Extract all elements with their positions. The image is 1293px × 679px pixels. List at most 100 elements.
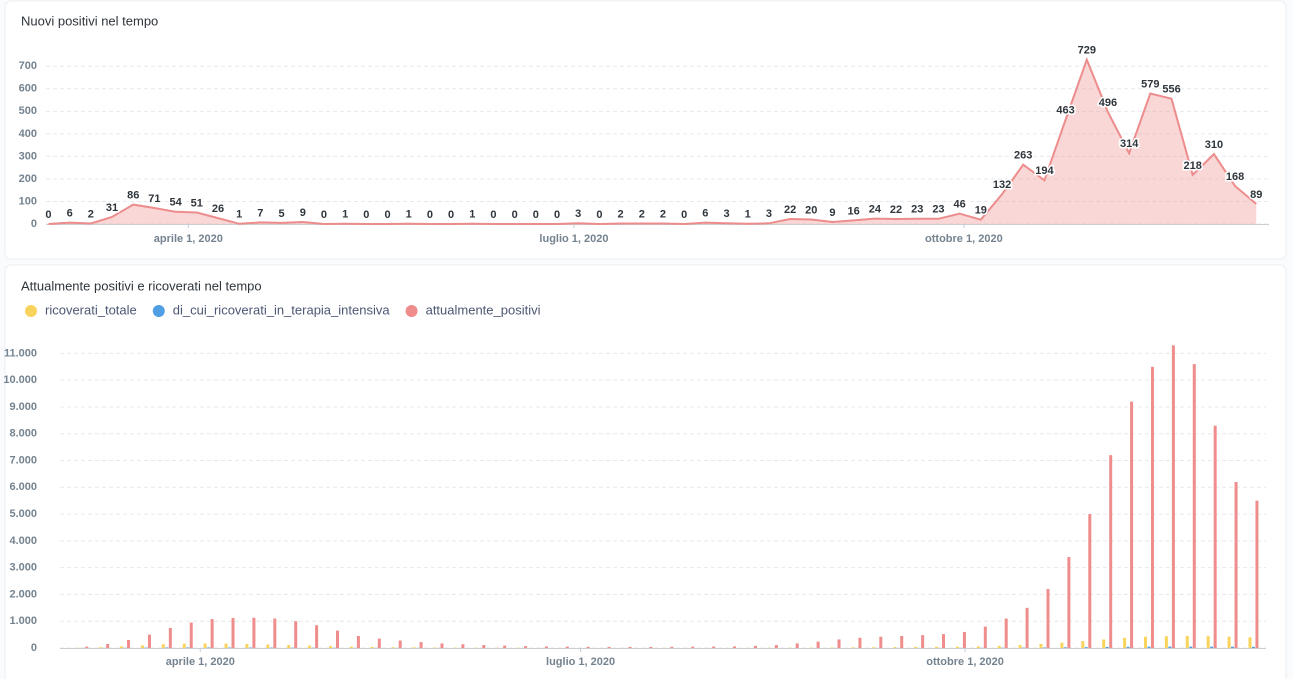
data-label: 0: [533, 209, 539, 221]
data-label: 496: [1099, 97, 1117, 109]
bar: [370, 646, 374, 648]
legend-label: attualmente_positivi: [426, 302, 541, 317]
bar: [398, 640, 402, 648]
bar: [997, 645, 1001, 648]
bar: [168, 627, 172, 648]
y-tick-label: 200: [19, 173, 37, 185]
data-label: 3: [766, 208, 772, 220]
line: [48, 56, 1257, 226]
x-tick-label: aprile 1, 2020: [154, 233, 223, 245]
bar: [955, 646, 959, 648]
data-label: 579: [1141, 78, 1159, 90]
bar: [1206, 636, 1210, 648]
bar: [753, 645, 757, 648]
y-tick-label: 0: [31, 218, 37, 230]
bar: [140, 645, 144, 648]
bar: [983, 626, 987, 648]
bar: [210, 619, 214, 648]
y-tick-label: 700: [19, 60, 37, 72]
data-label: 1: [469, 209, 475, 221]
data-label: 1: [342, 209, 348, 221]
bar: [774, 645, 778, 648]
data-label: 22: [784, 204, 796, 216]
data-label: 6: [702, 208, 708, 220]
bar: [1105, 646, 1109, 648]
data-label: 0: [427, 209, 433, 221]
data-label: 0: [512, 209, 518, 221]
bar: [962, 631, 966, 648]
y-tick-label: 0: [31, 642, 37, 654]
data-label: 20: [805, 204, 817, 216]
bar: [252, 617, 256, 648]
bar: [440, 643, 444, 648]
bar: [921, 635, 925, 648]
bar: [461, 644, 465, 648]
data-label: 218: [1184, 160, 1202, 172]
bar: [182, 643, 186, 648]
bar: [294, 621, 298, 648]
bar: [691, 646, 695, 648]
bar: [273, 618, 277, 648]
bar: [1255, 500, 1259, 648]
bar: [712, 646, 716, 648]
bar: [349, 646, 353, 648]
bar: [106, 643, 110, 648]
y-tick-label: 3.000: [9, 562, 37, 574]
bar: [879, 636, 883, 648]
data-label: 51: [191, 197, 203, 209]
bar: [1081, 641, 1085, 648]
y-tick-label: 400: [19, 128, 37, 140]
bar: [872, 647, 876, 648]
bar: [165, 647, 169, 648]
bar: [893, 647, 897, 648]
bar: [628, 646, 632, 648]
bar: [649, 646, 653, 648]
bar: [565, 646, 569, 648]
bar: [1088, 514, 1092, 648]
data-label: 9: [300, 207, 306, 219]
data-label: 23: [932, 204, 944, 216]
bar: [228, 647, 232, 648]
bar: [837, 639, 841, 648]
bar: [914, 646, 918, 648]
chart-title: Attualmente positivi e ricoverati nel te…: [21, 278, 262, 293]
bar: [1168, 646, 1172, 648]
bar: [377, 638, 381, 648]
data-label: 0: [321, 209, 327, 221]
bar: [329, 646, 333, 648]
legend-label: ricoverati_totale: [45, 302, 137, 317]
legend-swatch: [152, 305, 165, 317]
data-label: 0: [596, 209, 602, 221]
bar: [266, 644, 270, 648]
bar: [336, 630, 340, 648]
bar: [1143, 636, 1147, 648]
bar: [1164, 636, 1168, 648]
data-label: 46: [954, 199, 966, 211]
y-tick-label: 6.000: [9, 481, 37, 493]
data-label: 132: [993, 179, 1011, 191]
bar: [795, 643, 799, 648]
bar: [524, 646, 528, 648]
data-label: 23: [911, 204, 923, 216]
bar: [607, 646, 611, 648]
data-label: 0: [490, 209, 496, 221]
legend-swatch: [25, 305, 37, 317]
legend-swatch: [405, 305, 418, 317]
bar: [1248, 637, 1252, 648]
bar: [147, 634, 151, 648]
bar: [1171, 345, 1175, 648]
bar: [482, 645, 486, 648]
bar: [1192, 364, 1196, 648]
data-label: 54: [169, 197, 182, 209]
x-tick-label: aprile 1, 2020: [166, 656, 235, 668]
y-tick-label: 300: [19, 150, 37, 162]
bar: [1042, 647, 1046, 648]
bar: [1213, 425, 1217, 648]
bar: [1130, 401, 1134, 648]
y-tick-label: 4.000: [9, 535, 37, 547]
bar: [1084, 647, 1088, 648]
data-label: 0: [384, 209, 390, 221]
bar: [245, 643, 249, 648]
data-label: 1: [236, 209, 242, 221]
